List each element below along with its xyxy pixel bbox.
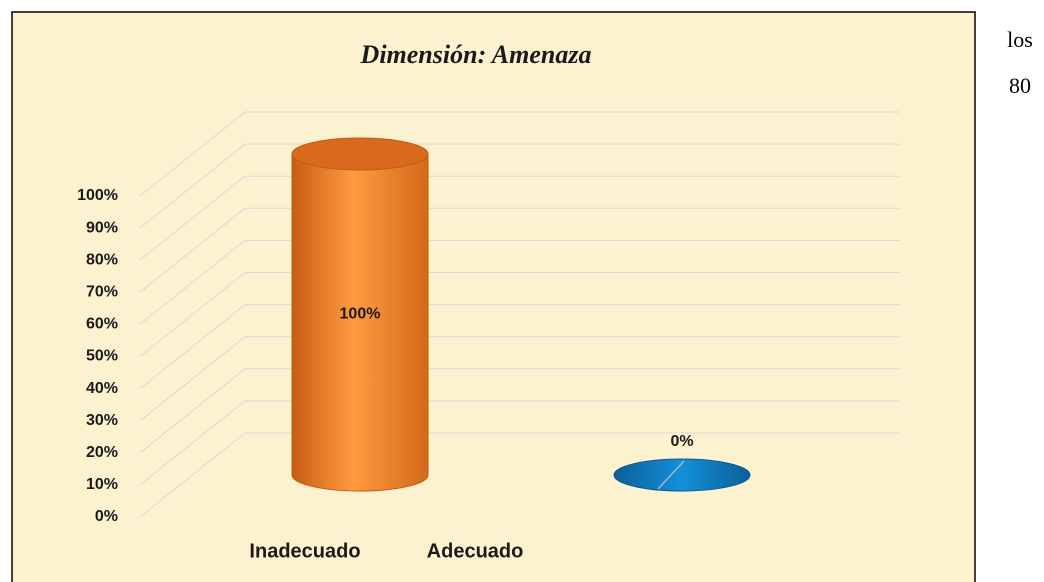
grid-line — [139, 111, 900, 197]
x-tick-label: Adecuado — [427, 540, 524, 562]
chart-frame — [11, 11, 976, 582]
grid-line — [139, 400, 900, 486]
grid-line — [139, 336, 900, 422]
value-label: 0% — [670, 433, 693, 450]
grid-line — [139, 368, 900, 454]
y-tick-label: 100% — [77, 187, 118, 204]
y-tick-label: 70% — [86, 284, 118, 301]
y-tick-label: 0% — [95, 508, 118, 525]
cylinder-body — [291, 153, 429, 492]
grid-line — [139, 432, 900, 518]
plot: 0% 10% 20% 30% 40% 50% 60% 70% 80% 90% 100% Inadecu… — [77, 111, 900, 562]
y-tick-label: 50% — [86, 348, 118, 365]
side-text: los — [1007, 27, 1033, 52]
value-label: 100% — [340, 306, 381, 323]
y-tick-label: 90% — [86, 219, 118, 236]
grid-line — [139, 143, 900, 229]
y-tick-label: 20% — [86, 444, 118, 461]
grid-line — [139, 272, 900, 357]
y-tick-label: 60% — [86, 316, 118, 333]
y-tick-label: 30% — [86, 412, 118, 429]
y-tick-label: 40% — [86, 380, 118, 397]
grid-line — [139, 175, 900, 261]
side-text: 80 — [1009, 73, 1031, 98]
cylinder-top — [291, 137, 429, 171]
y-tick-label: 10% — [86, 476, 118, 493]
cylinder-top — [613, 458, 751, 492]
grid-line — [139, 207, 900, 293]
grid-line — [139, 304, 900, 389]
y-tick-label: 80% — [86, 251, 118, 268]
grid-line — [139, 239, 900, 325]
cylinder-edge — [657, 460, 685, 490]
chart-title: Dimensión: Amenaza — [360, 40, 592, 69]
x-tick-label: Inadecuado — [249, 540, 360, 562]
